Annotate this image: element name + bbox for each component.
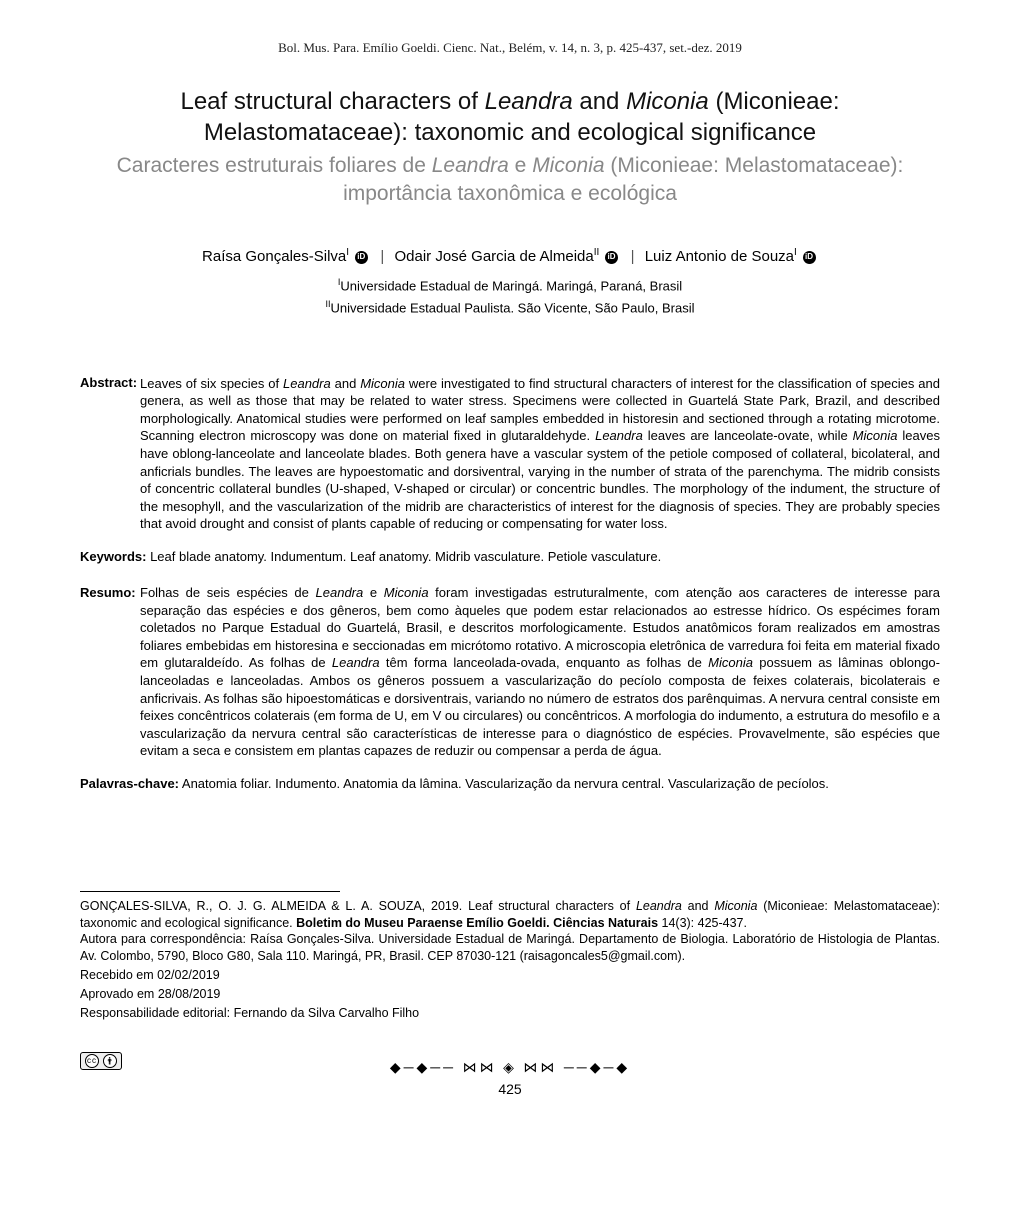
resumo-seg: Folhas de seis espécies de [140,585,316,600]
author-1-affil: I [346,247,349,258]
approved-date: Aprovado em 28/08/2019 [80,986,940,1003]
cc-by-badge[interactable]: cc 🛉 [80,1052,122,1070]
author-3-affil: I [794,247,797,258]
author-separator: | [380,248,384,265]
keywords-label: Keywords: [80,549,146,564]
affil-2-text: Universidade Estadual Paulista. São Vice… [331,300,695,315]
citation-authors: GONÇALES-SILVA, R., O. J. G. ALMEIDA & L… [80,899,636,913]
resumo-label: Resumo: [80,584,136,602]
title-pt-text-2: e [509,154,532,177]
resumo-text: Folhas de seis espécies de Leandra e Mic… [80,584,940,759]
resumo-genus: Leandra [332,655,380,670]
abstract-seg: leaves are lanceolate-ovate, while [643,428,853,443]
citation-block: GONÇALES-SILVA, R., O. J. G. ALMEIDA & L… [80,898,940,932]
author-2-affil: II [594,247,600,258]
title-en-genus-1: Leandra [485,88,573,115]
abstract-text: Leaves of six species of Leandra and Mic… [80,375,940,533]
title-pt-genus-1: Leandra [432,154,509,177]
affiliations: IUniversidade Estadual de Maringá. Marin… [80,275,940,319]
author-separator: | [631,248,635,265]
orcid-icon[interactable] [605,251,618,264]
title-pt-text-1: Caracteres estruturais foliares de [117,154,432,177]
abstract-seg: leaves have oblong-lanceolate and lanceo… [140,428,940,531]
abstract-seg: Leaves of six species of [140,376,283,391]
abstract-genus: Leandra [595,428,643,443]
author-1: Raísa Gonçales-Silva [202,248,346,265]
abstract-genus: Leandra [283,376,331,391]
editorial-responsibility: Responsabilidade editorial: Fernando da … [80,1005,940,1022]
abstract-english: Abstract: Leaves of six species of Leand… [80,374,940,532]
title-english: Leaf structural characters of Leandra an… [80,86,940,148]
affiliation-2: IIUniversidade Estadual Paulista. São Vi… [80,297,940,319]
abstract-genus: Miconia [360,376,405,391]
resumo-seg: e [363,585,384,600]
resumo-genus: Leandra [316,585,364,600]
orcid-icon[interactable] [355,251,368,264]
author-2: Odair José Garcia de Almeida [394,248,593,265]
citation-genus: Miconia [714,899,757,913]
keywords-english: Keywords: Leaf blade anatomy. Indumentum… [80,549,940,564]
page-number: 425 [80,1081,940,1097]
affil-1-text: Universidade Estadual de Maringá. Maring… [340,278,682,293]
resumo-seg: possuem as lâminas oblongo-lanceoladas e… [140,655,940,758]
title-pt-genus-2: Miconia [532,154,604,177]
citation-pages: 14(3): 425-437. [658,916,747,930]
title-en-text-2: and [573,88,626,115]
abstract-genus: Miconia [853,428,898,443]
citation-seg: and [682,899,715,913]
resumo-genus: Miconia [384,585,429,600]
resumo-genus: Miconia [708,655,753,670]
received-date: Recebido em 02/02/2019 [80,967,940,984]
palavras-label: Palavras-chave: [80,776,179,791]
resumo-seg: têm forma lanceolada-ovada, enquanto as … [380,655,709,670]
palavras-text: Anatomia foliar. Indumento. Anatomia da … [179,776,829,791]
footnote-rule [80,891,340,892]
page-ornament: ◆─◆── ⋈⋈ ◈ ⋈⋈ ──◆─◆ [80,1060,940,1077]
article-page: Bol. Mus. Para. Emílio Goeldi. Cienc. Na… [0,0,1020,1213]
by-icon: 🛉 [103,1054,117,1068]
citation-genus: Leandra [636,899,682,913]
abstract-portuguese: Resumo: Folhas de seis espécies de Leand… [80,584,940,760]
title-portuguese: Caracteres estruturais foliares de Leand… [80,152,940,207]
citation-journal: Boletim do Museu Paraense Emílio Goeldi.… [296,916,658,930]
affiliation-1: IUniversidade Estadual de Maringá. Marin… [80,275,940,297]
title-en-genus-2: Miconia [626,88,709,115]
keywords-portuguese: Palavras-chave: Anatomia foliar. Indumen… [80,776,940,791]
orcid-icon[interactable] [803,251,816,264]
abstract-label: Abstract: [80,374,137,392]
keywords-text: Leaf blade anatomy. Indumentum. Leaf ana… [146,549,661,564]
corresponding-author: Autora para correspondência: Raísa Gonça… [80,931,940,965]
cc-icon: cc [85,1054,99,1068]
authors-line: Raísa Gonçales-SilvaI | Odair José Garci… [80,247,940,265]
title-en-text-1: Leaf structural characters of [180,88,484,115]
journal-header: Bol. Mus. Para. Emílio Goeldi. Cienc. Na… [80,40,940,56]
author-3: Luiz Antonio de Souza [645,248,794,265]
abstract-seg: and [331,376,360,391]
